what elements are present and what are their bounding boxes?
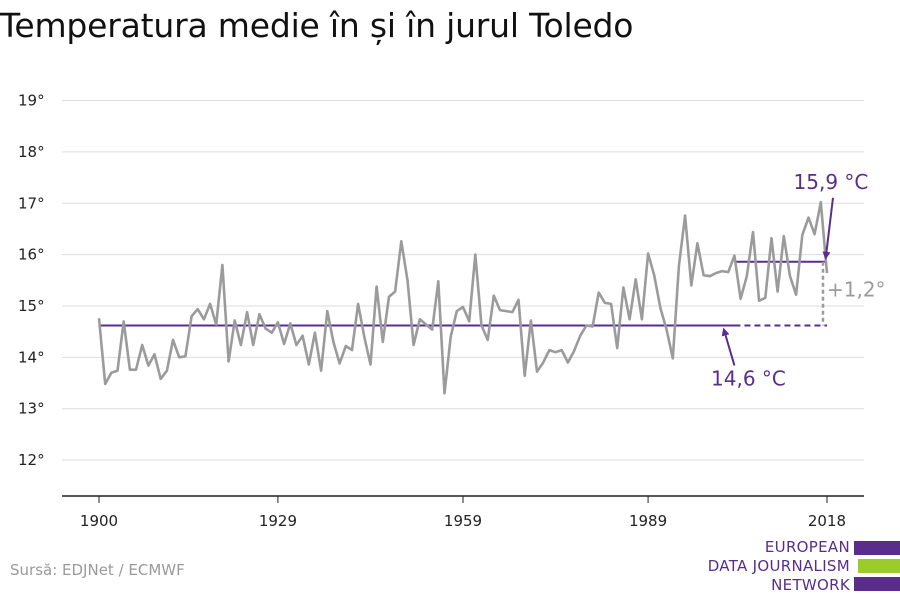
y-tick-label: 14° [18, 348, 45, 366]
recent-mean-label: 15,9 °C [794, 170, 869, 194]
y-tick-label: 18° [18, 143, 45, 161]
y-tick-label: 17° [18, 194, 45, 212]
difference-label: +1,2° [827, 278, 886, 302]
series-layer [97, 200, 829, 395]
annotation-layer: 14,6 °C 15,9 °C +1,2° [711, 170, 886, 391]
y-tick-label: 13° [18, 400, 45, 418]
logo-bar-purple-top [854, 541, 900, 555]
baseline-mean-arrow [721, 327, 736, 366]
x-tick-label: 1929 [259, 512, 297, 530]
recent-mean-arrow [822, 197, 834, 260]
logo-line-european: EUROPEAN [764, 538, 850, 556]
edjnet-logo: EUROPEAN DATA JOURNALISM NETWORK [700, 538, 900, 598]
y-tick-label: 12° [18, 451, 45, 469]
source-note: Sursă: EDJNet / ECMWF [10, 561, 185, 579]
y-tick-label: 19° [18, 92, 45, 110]
axis-layer: 1900 1929 1959 1989 2018 [62, 495, 864, 530]
logo-bar-green [858, 559, 900, 573]
y-tick-label: 16° [18, 246, 45, 264]
logo-bar-purple-bottom [854, 577, 900, 591]
x-tick-label: 2018 [808, 512, 846, 530]
x-tick-label: 1900 [80, 512, 118, 530]
grid-layer: 12° 13° 14° 15° 16° 17° 18° 19° [18, 92, 864, 469]
y-tick-label: 15° [18, 297, 45, 315]
x-tick-label: 1989 [629, 512, 667, 530]
x-tick-label: 1959 [444, 512, 482, 530]
logo-line-data-journalism: DATA JOURNALISM [707, 557, 850, 575]
temperature-series-line [97, 200, 829, 395]
chart-title: Temperatura medie în și în jurul Toledo [0, 6, 634, 45]
logo-line-network: NETWORK [771, 576, 850, 594]
baseline-mean-label: 14,6 °C [711, 366, 786, 390]
